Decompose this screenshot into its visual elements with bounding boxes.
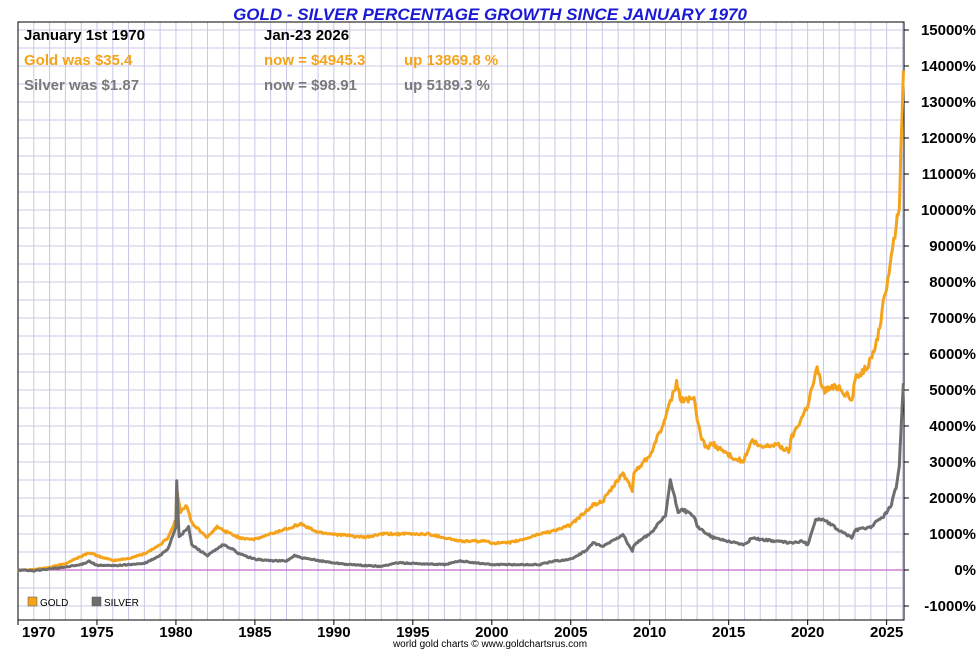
silver-up-label: up 5189.3 % xyxy=(404,77,490,94)
x-tick-label: 1970 xyxy=(22,624,55,641)
gold-was-label: Gold was $35.4 xyxy=(24,52,133,69)
silver-was-label: Silver was $1.87 xyxy=(24,77,139,94)
y-tick-label: 4000% xyxy=(929,418,976,435)
plot-frame xyxy=(17,21,905,621)
y-tick-label: 1000% xyxy=(929,526,976,543)
y-tick-label: 8000% xyxy=(929,274,976,291)
gold-series-line xyxy=(17,70,905,572)
credit-text: world gold charts © www.goldchartsrus.co… xyxy=(392,639,587,650)
silver-now-label: now = $98.91 xyxy=(264,77,357,94)
series-layer xyxy=(17,70,905,573)
grid-lines xyxy=(18,22,904,620)
x-tick-label: 2020 xyxy=(791,624,824,641)
x-tick-label: 1990 xyxy=(317,624,350,641)
x-tick-label: 2000 xyxy=(475,624,508,641)
y-axis-ticks: -1000% 0% 1000% 2000% 3000% 4000% 5000% 6000% 70… xyxy=(904,22,976,615)
x-tick-label: 1985 xyxy=(238,624,271,641)
y-tick-label: 10000% xyxy=(921,202,976,219)
x-tick-label: 2010 xyxy=(633,624,666,641)
y-tick-label: 7000% xyxy=(929,310,976,327)
x-tick-label: 1980 xyxy=(159,624,192,641)
y-tick-label: 6000% xyxy=(929,346,976,363)
legend-gold-swatch xyxy=(27,596,38,607)
y-tick-label: -1000% xyxy=(924,598,976,615)
gold-now-label: now = $4945.3 xyxy=(264,52,365,69)
x-tick-label: 1975 xyxy=(80,624,113,641)
gold-up-label: up 13869.8 % xyxy=(404,52,498,69)
y-tick-label: 11000% xyxy=(922,166,976,183)
end-date-label: Jan-23 2026 xyxy=(264,27,349,44)
chart-title: GOLD - SILVER PERCENTAGE GROWTH SINCE JA… xyxy=(233,5,747,24)
legend-silver-label: SILVER xyxy=(104,598,139,609)
silver-series-line xyxy=(17,383,905,573)
y-tick-label: 5000% xyxy=(929,382,976,399)
y-tick-label: 12000% xyxy=(921,130,976,147)
x-tick-label: 1995 xyxy=(396,624,429,641)
legend: GOLD SILVER xyxy=(27,596,139,609)
y-tick-label: 15000% xyxy=(921,22,976,39)
start-date-label: January 1st 1970 xyxy=(24,27,145,44)
x-tick-label: 2015 xyxy=(712,624,745,641)
legend-gold-label: GOLD xyxy=(40,598,68,609)
x-axis-ticks: 1970 1975 1980 1985 1990 1995 2000 2005 2010 2015… xyxy=(17,620,903,641)
y-tick-label: 14000% xyxy=(921,58,976,75)
y-tick-label: 2000% xyxy=(929,490,976,507)
legend-silver-swatch xyxy=(91,596,102,607)
y-tick-label: 13000% xyxy=(921,94,976,111)
y-tick-label: 3000% xyxy=(929,454,976,471)
x-tick-label: 2005 xyxy=(554,624,587,641)
y-tick-label: 0% xyxy=(954,562,976,579)
x-tick-label: 2025 xyxy=(870,624,903,641)
y-tick-label: 9000% xyxy=(929,238,976,255)
